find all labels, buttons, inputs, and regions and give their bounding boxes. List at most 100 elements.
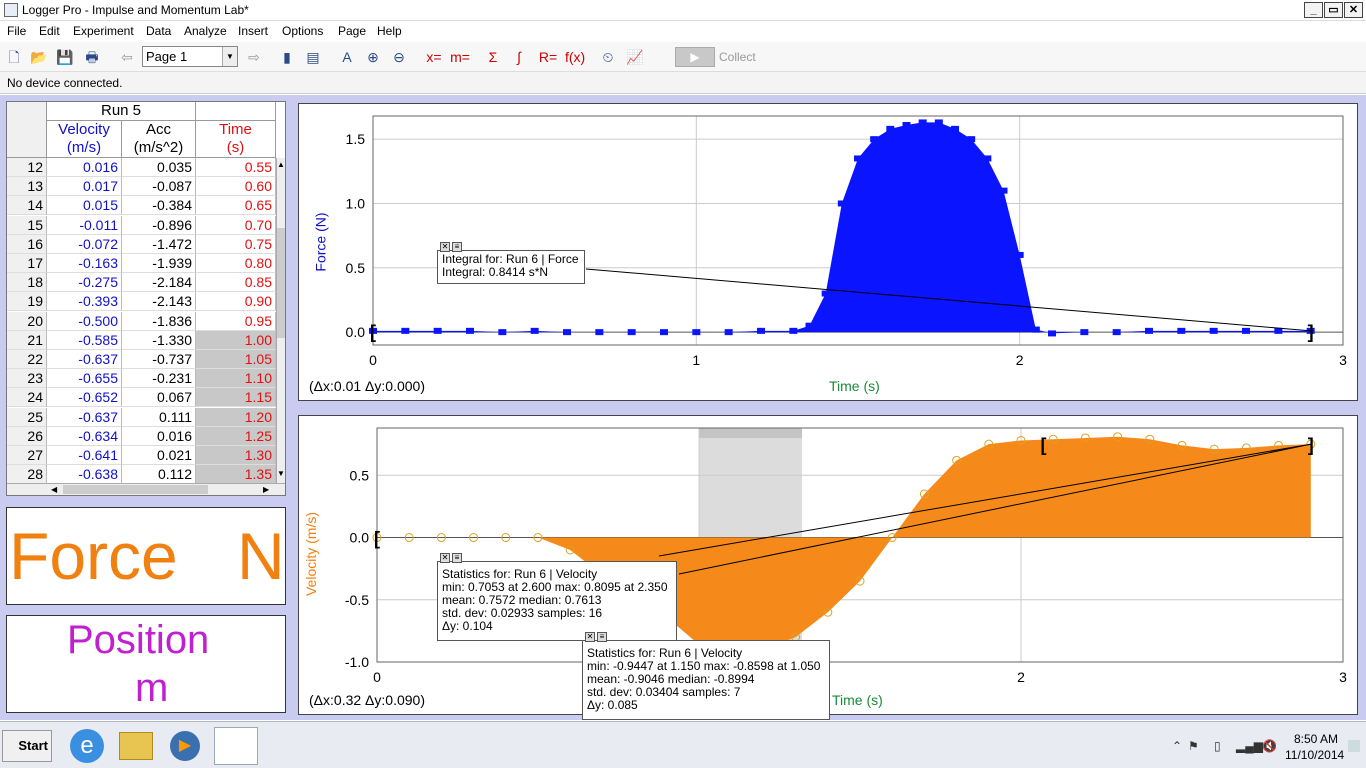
selection-bracket[interactable]: [ xyxy=(1041,435,1047,455)
selection-bracket[interactable]: [ xyxy=(370,322,376,342)
table-cell[interactable]: -0.275 xyxy=(47,273,122,293)
data-point[interactable] xyxy=(886,125,895,132)
table-cell[interactable]: 0.021 xyxy=(122,446,196,465)
position-meter[interactable]: Position m xyxy=(6,615,286,713)
collect-play-button[interactable]: ▶ xyxy=(675,47,715,67)
table-cell[interactable]: -0.634 xyxy=(47,426,122,446)
scroll-down-icon[interactable]: ▼ xyxy=(277,469,285,478)
data-point[interactable] xyxy=(692,329,701,336)
row-number[interactable]: 18 xyxy=(7,273,47,293)
table-cell[interactable]: -1.330 xyxy=(122,330,196,350)
data-point[interactable] xyxy=(595,329,604,336)
internet-explorer-icon[interactable]: e xyxy=(70,729,104,763)
data-point[interactable] xyxy=(967,136,976,143)
data-browser-icon[interactable]: ▤ xyxy=(306,49,320,65)
table-cell[interactable]: -0.500 xyxy=(47,311,122,331)
table-cell[interactable]: -0.231 xyxy=(122,369,196,389)
statistics-icon[interactable]: Σ xyxy=(488,49,498,65)
flag-icon[interactable]: ⚑ xyxy=(1188,739,1199,753)
prev-page-icon[interactable]: ⇦ xyxy=(121,49,133,65)
data-point[interactable] xyxy=(1112,329,1121,336)
data-point[interactable] xyxy=(501,533,511,543)
menu-insert[interactable]: Insert xyxy=(238,24,269,38)
data-point[interactable] xyxy=(789,327,798,334)
data-point[interactable] xyxy=(757,327,765,334)
data-point[interactable] xyxy=(530,327,539,334)
linear-fit-icon[interactable]: R= xyxy=(538,49,558,65)
row-number[interactable]: 17 xyxy=(7,254,47,273)
table-cell[interactable]: -0.163 xyxy=(47,254,122,273)
data-point[interactable] xyxy=(902,122,911,129)
data-point[interactable] xyxy=(404,533,414,543)
data-point[interactable] xyxy=(660,329,668,336)
table-cell[interactable]: 0.90 xyxy=(196,292,276,312)
data-point[interactable] xyxy=(372,533,382,543)
table-cell[interactable]: -0.638 xyxy=(47,465,122,485)
data-point[interactable] xyxy=(1080,329,1089,336)
clock-time[interactable]: 8:50 AM xyxy=(1294,732,1339,746)
integral-icon[interactable]: ∫ xyxy=(517,49,521,65)
close-button[interactable]: ✕ xyxy=(1344,2,1363,18)
collect-label[interactable]: Collect xyxy=(719,50,756,64)
table-cell[interactable]: -0.384 xyxy=(122,196,196,216)
page-select[interactable]: Page 1 ▼ xyxy=(142,46,238,67)
menu-file[interactable]: File xyxy=(7,24,27,38)
file-explorer-icon[interactable] xyxy=(119,732,153,760)
table-cell[interactable]: 0.015 xyxy=(47,196,122,216)
data-point[interactable] xyxy=(919,489,929,499)
open-folder-icon[interactable]: 📂 xyxy=(30,49,48,65)
table-cell[interactable]: 1.30 xyxy=(196,446,276,465)
table-cell[interactable]: -0.087 xyxy=(122,177,196,197)
data-point[interactable] xyxy=(934,119,943,126)
row-number[interactable]: 26 xyxy=(7,426,47,446)
table-cell[interactable]: 0.55 xyxy=(196,158,276,177)
table-cell[interactable]: 0.80 xyxy=(196,254,276,273)
table-cell[interactable]: 1.20 xyxy=(196,407,276,427)
data-point[interactable] xyxy=(837,200,846,207)
device-icon[interactable]: ▯ xyxy=(1214,739,1221,753)
table-icon[interactable]: ▮ xyxy=(283,49,291,65)
row-number[interactable]: 19 xyxy=(7,292,47,312)
velocity-graph[interactable]: 0.5 0.0 -0.5 -1.00 2 3 [[] xyxy=(299,416,1357,714)
data-point[interactable] xyxy=(1241,443,1251,453)
curve-fit-icon[interactable]: f(x) xyxy=(565,49,586,65)
table-cell[interactable]: 1.00 xyxy=(196,330,276,350)
table-cell[interactable]: -0.655 xyxy=(47,369,122,389)
data-point[interactable] xyxy=(1113,432,1123,442)
data-point[interactable] xyxy=(999,187,1008,194)
table-cell[interactable]: 0.016 xyxy=(122,426,196,446)
close-icon[interactable]: ✕ xyxy=(585,632,595,642)
clock-date[interactable]: 11/10/2014 xyxy=(1285,748,1345,762)
logger-pro-taskbar-icon[interactable] xyxy=(214,727,258,765)
data-point[interactable] xyxy=(1145,327,1153,334)
data-point[interactable] xyxy=(887,533,897,543)
row-number[interactable]: 14 xyxy=(7,196,47,216)
data-point[interactable] xyxy=(498,329,507,336)
table-cell[interactable]: 0.60 xyxy=(196,177,276,197)
data-point[interactable] xyxy=(533,533,543,543)
force-meter[interactable]: Force N xyxy=(6,507,286,605)
column-header-0[interactable]: Velocity (m/s) xyxy=(47,121,122,158)
examine-icon[interactable]: x= xyxy=(426,49,442,65)
table-cell[interactable]: -0.393 xyxy=(47,292,122,312)
table-cell[interactable]: -0.585 xyxy=(47,330,122,350)
row-number[interactable]: 22 xyxy=(7,350,47,369)
data-point[interactable] xyxy=(855,576,865,586)
data-point[interactable] xyxy=(1274,327,1283,334)
row-number[interactable]: 20 xyxy=(7,311,47,331)
data-point[interactable] xyxy=(436,533,446,543)
menu-help[interactable]: Help xyxy=(377,24,402,38)
column-header-1[interactable]: Acc (m/s^2) xyxy=(122,121,196,158)
menu-analyze[interactable]: Analyze xyxy=(184,24,227,38)
network-icon[interactable]: ▂▄▆ xyxy=(1236,739,1263,753)
row-number[interactable]: 12 xyxy=(7,158,47,177)
row-number[interactable]: 24 xyxy=(7,388,47,408)
data-point[interactable] xyxy=(1048,434,1058,444)
row-number[interactable]: 16 xyxy=(7,234,47,254)
selection-bar[interactable] xyxy=(699,428,803,438)
row-number[interactable]: 27 xyxy=(7,446,47,465)
table-cell[interactable]: -0.637 xyxy=(47,350,122,369)
table-cell[interactable]: 0.111 xyxy=(122,407,196,427)
table-cell[interactable]: -2.143 xyxy=(122,292,196,312)
row-number[interactable]: 25 xyxy=(7,407,47,427)
